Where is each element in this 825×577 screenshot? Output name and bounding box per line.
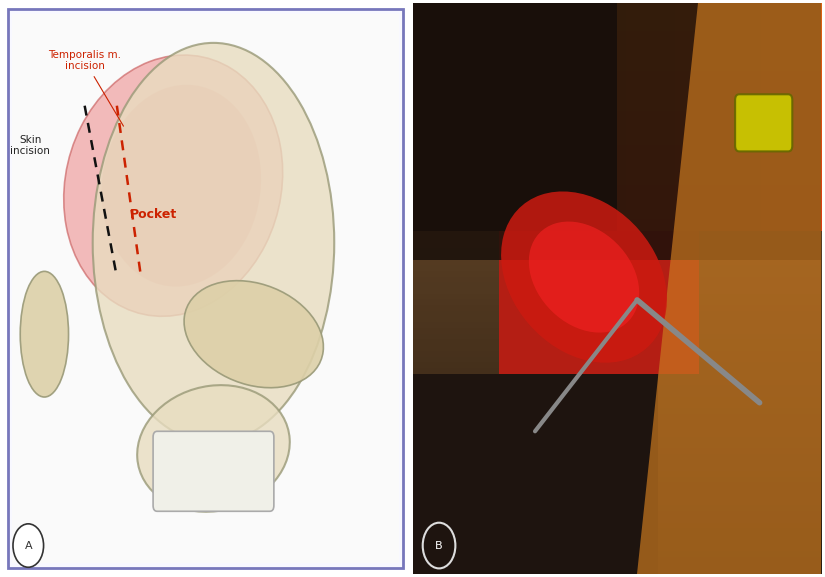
FancyBboxPatch shape	[412, 3, 821, 260]
Text: A: A	[25, 541, 32, 550]
FancyBboxPatch shape	[153, 432, 274, 511]
Ellipse shape	[529, 222, 639, 332]
Ellipse shape	[64, 55, 283, 316]
Circle shape	[13, 524, 44, 567]
Text: Skin
incision: Skin incision	[11, 135, 50, 156]
FancyBboxPatch shape	[12, 14, 398, 563]
Text: B: B	[436, 541, 443, 550]
FancyBboxPatch shape	[735, 94, 792, 151]
Polygon shape	[637, 3, 821, 574]
Ellipse shape	[137, 385, 290, 512]
Ellipse shape	[184, 280, 323, 388]
Ellipse shape	[501, 192, 667, 363]
Text: Pocket: Pocket	[130, 208, 177, 221]
Ellipse shape	[92, 43, 334, 443]
Ellipse shape	[21, 271, 68, 397]
FancyBboxPatch shape	[8, 9, 403, 568]
Ellipse shape	[101, 85, 262, 287]
Text: Temporalis m.
incision: Temporalis m. incision	[48, 50, 124, 126]
